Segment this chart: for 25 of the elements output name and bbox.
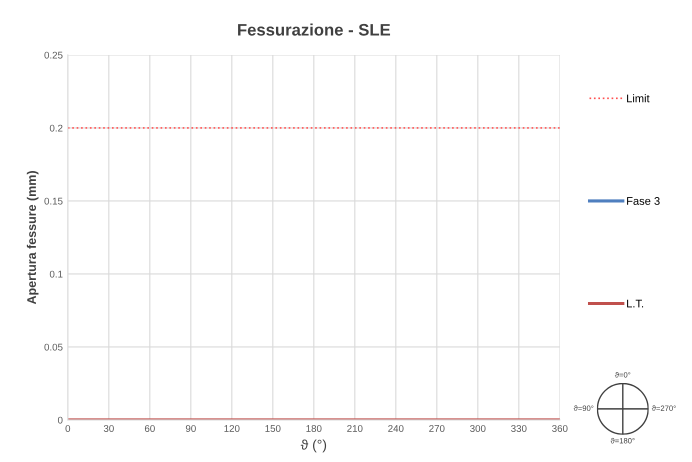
x-tick-label: 330 <box>511 425 527 432</box>
x-tick-label: 30 <box>104 425 114 432</box>
x-tick-label: 210 <box>347 425 363 432</box>
y-tick-label: 0.25 <box>44 52 63 59</box>
y-tick-label: 0 <box>58 416 63 424</box>
y-tick-label: 0.15 <box>44 198 63 205</box>
y-tick-label: 0.1 <box>50 270 62 278</box>
x-tick-label: 180 <box>306 425 322 432</box>
legend-label: Fase 3 <box>627 197 660 205</box>
x-tick-label: 90 <box>186 425 196 432</box>
x-tick-label: 150 <box>265 425 281 432</box>
x-tick-label: 300 <box>470 425 486 432</box>
chart-title: Fessurazione - SLE <box>238 23 390 36</box>
x-axis-title: ϑ (°) <box>300 439 326 452</box>
legend-label: Limit <box>627 94 650 102</box>
x-tick-label: 60 <box>144 425 155 432</box>
y-axis-title: Apertura fessure (mm) <box>26 171 38 304</box>
x-tick-label: 360 <box>552 425 568 432</box>
y-tick-label: 0.05 <box>44 344 63 351</box>
y-tick-label: 0.2 <box>50 124 62 132</box>
x-tick-label: 0 <box>65 425 70 432</box>
legend-label: L.T. <box>627 300 644 308</box>
x-tick-label: 240 <box>388 425 404 432</box>
x-tick-label: 120 <box>224 425 240 432</box>
x-tick-label: 270 <box>429 425 445 432</box>
